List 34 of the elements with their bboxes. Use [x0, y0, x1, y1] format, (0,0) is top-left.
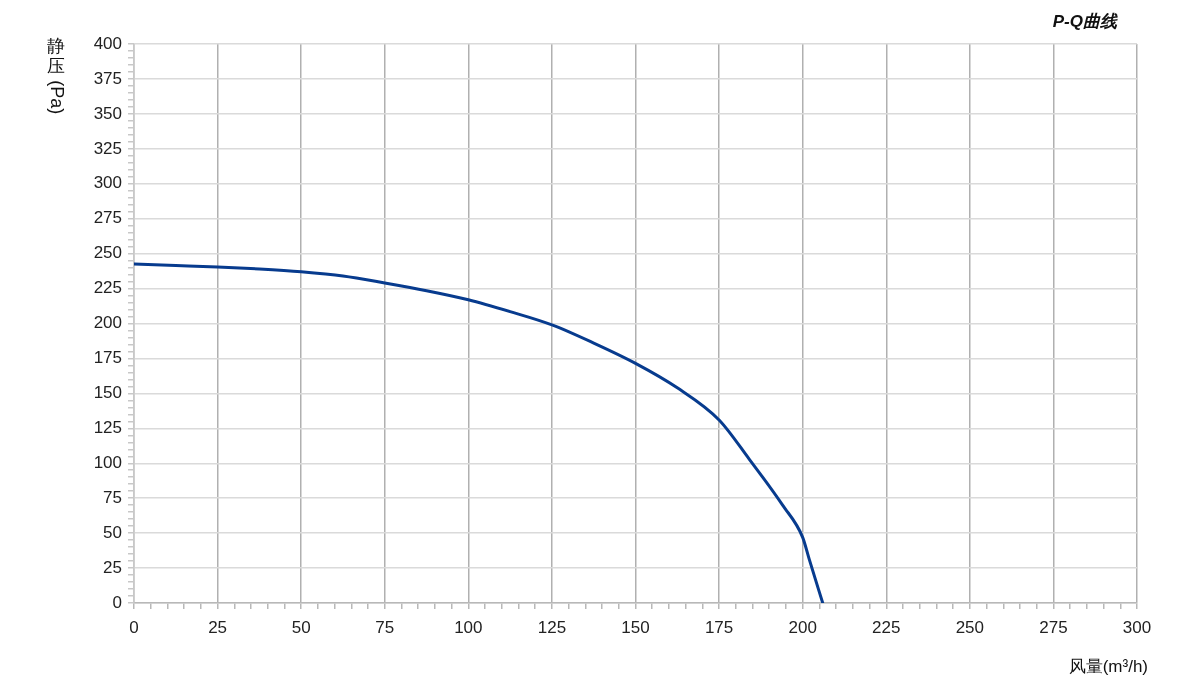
- y-tick-label: 375: [93, 68, 122, 88]
- x-tick-label: 225: [872, 617, 901, 637]
- y-tick-label: 150: [93, 383, 122, 403]
- x-tick-label: 75: [375, 617, 395, 637]
- y-tick-label: 275: [93, 208, 122, 228]
- y-tick-label: 250: [93, 243, 122, 263]
- x-tick-label: 200: [788, 617, 817, 637]
- x-tick-label: 25: [208, 617, 228, 637]
- x-tick-label: 125: [537, 617, 567, 637]
- line-series: [134, 262, 825, 603]
- y-axis-title: 静压(Pa): [47, 35, 68, 115]
- x-tick-label: 250: [955, 617, 985, 637]
- y-tick-label: 350: [93, 103, 122, 123]
- x-tick-label: 275: [1039, 617, 1068, 637]
- y-tick-label: 50: [103, 522, 122, 542]
- x-axis-title: 风量(m³/h): [1068, 656, 1148, 676]
- x-tick-label: 0: [129, 617, 139, 637]
- y-tick-label: 75: [103, 487, 122, 507]
- x-tick-label: 175: [704, 617, 734, 637]
- x-tick-label: 100: [454, 617, 483, 637]
- y-tick-label: 125: [93, 418, 122, 437]
- y-tick-label: 300: [93, 173, 122, 193]
- y-tick-label: 200: [93, 313, 122, 333]
- y-tick-label: 325: [93, 138, 122, 158]
- chart-title: P-Q曲线: [1052, 11, 1118, 31]
- y-tick-label: 175: [93, 348, 122, 368]
- y-tick-label: 0: [112, 592, 122, 612]
- x-tick-label: 50: [291, 617, 311, 637]
- y-tick-label: 25: [103, 557, 122, 577]
- x-tick-label: 150: [621, 617, 650, 637]
- y-tick-label: 400: [93, 33, 122, 53]
- y-tick-label: 225: [93, 278, 122, 298]
- y-tick-label: 100: [93, 452, 122, 472]
- x-tick-label: 300: [1122, 617, 1152, 637]
